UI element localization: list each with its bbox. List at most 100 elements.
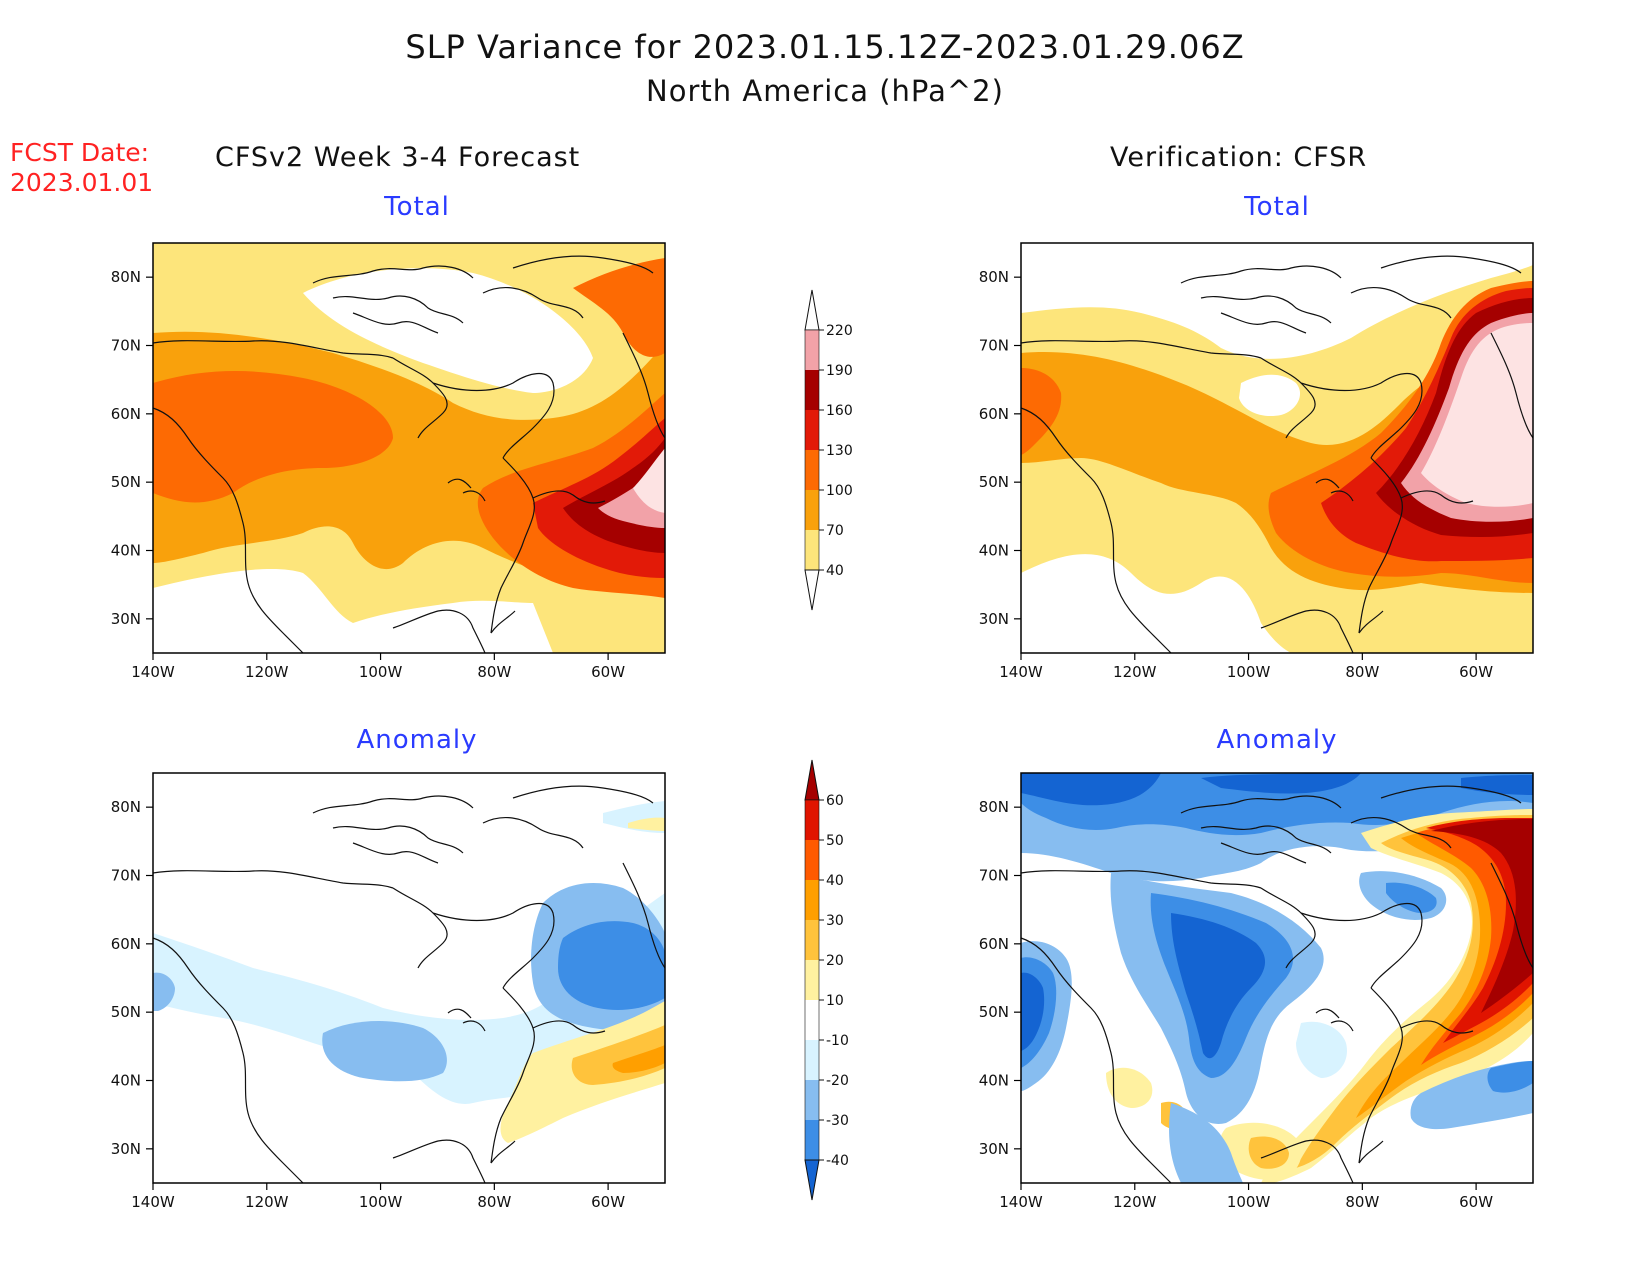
colorbar-bin [805, 960, 819, 1000]
lat-tick-label: 30N [979, 1140, 1009, 1158]
colorbar-level-label: 20 [826, 953, 844, 969]
colorbar-bottom-arrow [804, 569, 820, 611]
lon-tick-label: 80W [1345, 663, 1379, 681]
lon-tick-label: 140W [999, 1193, 1043, 1211]
figure-subtitle: North America (hPa^2) [646, 74, 1004, 108]
anomaly-colorbar: -40 -30 -20 -10 10 20 30 40 50 60 [804, 759, 849, 1201]
colorbar-level-label: -40 [826, 1153, 849, 1169]
colorbar-bin [805, 1080, 819, 1120]
lon-tick-label: 80W [477, 663, 511, 681]
colorbar-level-label: 130 [826, 443, 853, 459]
lat-tick-label: 30N [111, 1140, 141, 1158]
colorbar-bottom-arrow [804, 1159, 820, 1201]
lon-tick-label: 80W [477, 1193, 511, 1211]
verification-total-map: 80N 70N 60N 50N 40N 30N 140W 120W 100W 80W 60W [979, 242, 1534, 681]
lat-tick-label: 50N [111, 1003, 141, 1021]
colorbar-level-label: 60 [826, 793, 844, 809]
figure-title: SLP Variance for 2023.01.15.12Z-2023.01.… [405, 28, 1245, 66]
verification-anomaly-map: 80N 70N 60N 50N 40N 30N 140W 120W 100W 80W 60W [979, 772, 1534, 1211]
lon-tick-label: 140W [999, 663, 1043, 681]
lat-tick-label: 70N [111, 337, 141, 355]
lon-tick-label: 60W [591, 663, 625, 681]
colorbar-level-label: 30 [826, 913, 844, 929]
lon-tick-label: 80W [1345, 1193, 1379, 1211]
colorbar-bin [805, 1000, 819, 1040]
colorbar-top-arrow [804, 759, 820, 801]
lat-tick-label: 30N [979, 610, 1009, 628]
colorbar-level-label: 40 [826, 563, 844, 579]
lon-tick-label: 120W [1113, 1193, 1157, 1211]
colorbar-bin [805, 1040, 819, 1080]
lat-tick-label: 70N [979, 867, 1009, 885]
colorbar-level-label: 190 [826, 363, 853, 379]
lat-tick-label: 40N [979, 542, 1009, 560]
colorbar-bin [805, 490, 819, 530]
colorbar-level-label: 100 [826, 483, 853, 499]
colorbar-bin [805, 370, 819, 410]
forecast-total-title: Total [384, 192, 450, 222]
total-colorbar: 40 70 100 130 160 190 220 [804, 289, 853, 611]
forecast-total-map: 80N 70N 60N 50N 40N 30N 140W 120W 100W 80W 60W [111, 242, 666, 681]
colorbar-bin [805, 800, 819, 840]
colorbar-bin [805, 920, 819, 960]
colorbar-bin [805, 410, 819, 450]
lon-tick-label: 100W [1227, 1193, 1271, 1211]
colorbar-level-label: -30 [826, 1113, 849, 1129]
verification-anomaly-axes: 80N 70N 60N 50N 40N 30N 140W 120W 100W 80W 60W [979, 798, 1494, 1211]
colorbar-level-label: -10 [826, 1033, 849, 1049]
verification-total-axes: 80N 70N 60N 50N 40N 30N 140W 120W 100W 80W 60W [979, 268, 1494, 681]
colorbar-bin [805, 1120, 819, 1160]
lon-tick-label: 60W [1459, 1193, 1493, 1211]
lat-tick-label: 50N [979, 473, 1009, 491]
colorbar-level-label: 40 [826, 873, 844, 889]
lat-tick-label: 50N [111, 473, 141, 491]
lat-tick-label: 60N [111, 405, 141, 423]
lon-tick-label: 60W [1459, 663, 1493, 681]
colorbar-bin [805, 450, 819, 490]
lat-tick-label: 60N [979, 405, 1009, 423]
colorbar-bin [805, 330, 819, 370]
fcst-date-value: 2023.01.01 [10, 168, 154, 197]
lon-tick-label: 100W [359, 663, 403, 681]
colorbar-level-label: -20 [826, 1073, 849, 1089]
verification-anomaly-title: Anomaly [1216, 725, 1338, 755]
lon-tick-label: 100W [359, 1193, 403, 1211]
lat-tick-label: 40N [111, 1072, 141, 1090]
lat-tick-label: 40N [979, 1072, 1009, 1090]
forecast-column-title: CFSv2 Week 3-4 Forecast [215, 142, 581, 173]
forecast-total-axes: 80N 70N 60N 50N 40N 30N 140W 120W 100W 80W 60W [111, 268, 626, 681]
lat-tick-label: 30N [111, 610, 141, 628]
lon-tick-label: 120W [245, 663, 289, 681]
forecast-anomaly-title: Anomaly [356, 725, 478, 755]
lat-tick-label: 40N [111, 542, 141, 560]
colorbar-bin [805, 840, 819, 880]
colorbar-level-label: 10 [826, 993, 844, 1009]
colorbar-level-label: 220 [826, 323, 853, 339]
lat-tick-label: 80N [111, 798, 141, 816]
colorbar-level-label: 50 [826, 833, 844, 849]
lat-tick-label: 60N [979, 935, 1009, 953]
colorbar-bin [805, 880, 819, 920]
lat-tick-label: 80N [979, 798, 1009, 816]
fcst-date-label: FCST Date: [10, 138, 150, 167]
verification-column-title: Verification: CFSR [1110, 142, 1368, 173]
lat-tick-label: 50N [979, 1003, 1009, 1021]
lat-tick-label: 60N [111, 935, 141, 953]
colorbar-top-arrow [804, 289, 820, 331]
colorbar-bin [805, 530, 819, 570]
forecast-anomaly-axes: 80N 70N 60N 50N 40N 30N 140W 120W 100W 80W 60W [111, 798, 626, 1211]
lon-tick-label: 140W [131, 663, 175, 681]
forecast-anomaly-map: 80N 70N 60N 50N 40N 30N 140W 120W 100W 80W 60W [111, 772, 666, 1211]
lat-tick-label: 70N [979, 337, 1009, 355]
lon-tick-label: 60W [591, 1193, 625, 1211]
colorbar-level-label: 70 [826, 523, 844, 539]
lat-tick-label: 70N [111, 867, 141, 885]
lon-tick-label: 120W [1113, 663, 1157, 681]
colorbar-level-label: 160 [826, 403, 853, 419]
lon-tick-label: 140W [131, 1193, 175, 1211]
verification-total-title: Total [1244, 192, 1310, 222]
lon-tick-label: 120W [245, 1193, 289, 1211]
lon-tick-label: 100W [1227, 663, 1271, 681]
lat-tick-label: 80N [979, 268, 1009, 286]
lat-tick-label: 80N [111, 268, 141, 286]
